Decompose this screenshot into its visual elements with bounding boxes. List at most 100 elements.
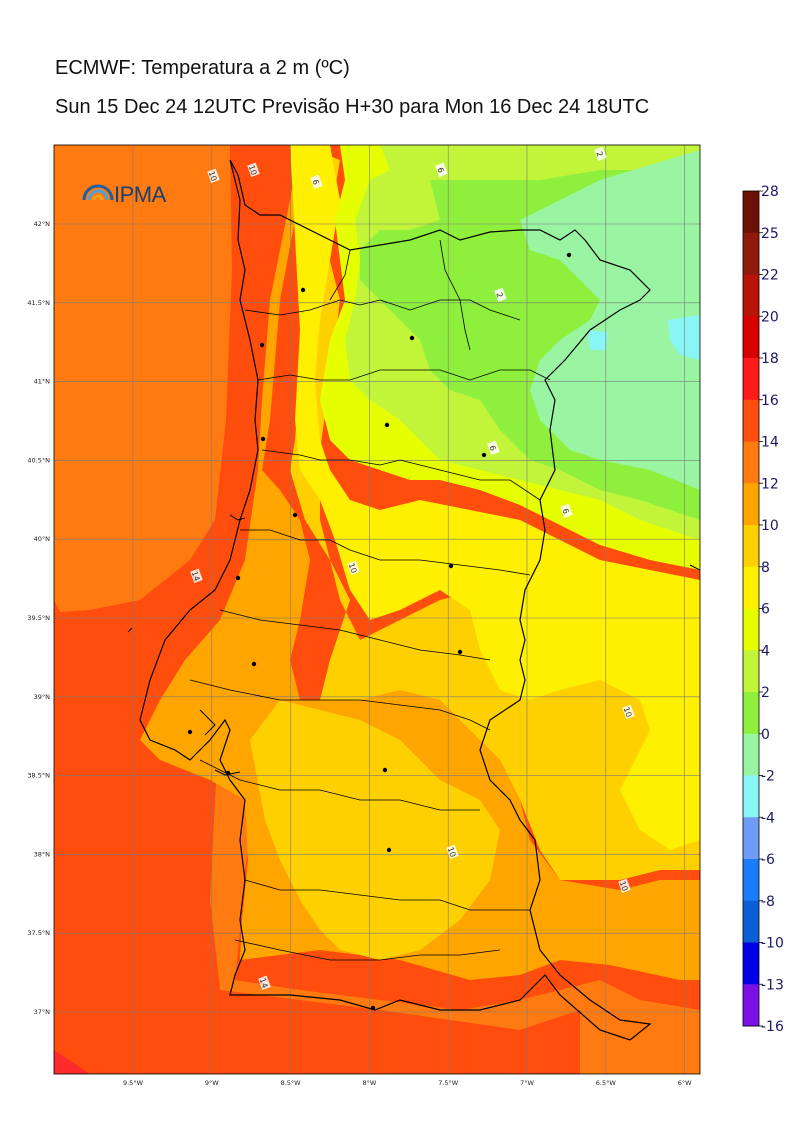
colorbar-segment [743,942,759,985]
city-marker [386,847,392,853]
contour-label-text: 2 [594,150,604,158]
contour-label-bg [258,975,271,991]
contour-label-bg [618,878,631,894]
city-marker [187,729,193,735]
colorbar-label: 22 [761,268,779,284]
city-marker [300,287,306,293]
city-marker [384,422,390,428]
district-borders [189,239,551,961]
longitude-label: 7°W [520,1079,534,1087]
colorbar-label: 6 [761,602,770,618]
contour-label-text: 6 [310,178,320,186]
colorbar-segment [743,274,759,317]
city-marker [370,1005,376,1011]
contour-label: 10 [207,168,220,184]
contour-label: 2 [594,146,607,162]
contour-label-text: 2 [494,291,504,299]
colorbar-segment [743,859,759,902]
city-marker [566,252,572,258]
contour-label-text: 6 [560,507,570,515]
contour-label-bg [487,440,500,456]
colorbar-segment [743,900,759,943]
city-marker [259,342,265,348]
contour-label-bg [446,844,459,860]
graticule [54,145,700,1074]
map-title: ECMWF: Temperatura a 2 m (ºC) [55,57,350,79]
contour-label: 6 [310,174,323,190]
contour-label: 14 [258,975,271,991]
longitude-label: 8.5°W [281,1079,302,1087]
inland-south-region [250,700,500,960]
latitude-label: 41°N [34,378,51,386]
city-marker [251,661,257,667]
colorbar-label: 28 [761,184,779,200]
contour-label: 10 [446,844,459,860]
map-subtitle: Sun 15 Dec 24 12UTC Previsão H+30 para M… [55,96,650,118]
colorbar-label: 10 [761,518,779,534]
contour-label-text: 10 [207,170,219,183]
contour-label: 6 [560,503,573,519]
logo-arc-inner-icon [87,189,109,201]
colorbar-segment [743,692,759,735]
contour-label-bg [347,560,360,576]
longitude-label: 8°W [362,1079,376,1087]
colorbar-segment [743,817,759,860]
longitude-labels: 9.5°W 9°W 8.5°W 8°W 7.5°W 7°W 6.5°W 6°W [123,1079,692,1087]
contour-label: 14 [190,568,203,584]
city-marker [292,512,298,518]
contour-label-text: 10 [247,164,259,177]
contour-label-text: 10 [347,562,359,575]
colorbar-label: -8 [761,894,775,910]
longitude-label: 9°W [205,1079,219,1087]
contour-label: 10 [247,162,260,178]
colorbar-label: 20 [761,309,779,325]
colorbar-segment [743,191,759,234]
logo-arc-icon [82,184,114,201]
colorbar-segment [743,232,759,275]
longitude-label: 6°W [678,1079,692,1087]
colorbar-label: 18 [761,351,779,367]
contour-label-text: 10 [446,846,458,859]
contour-label-text: 10 [618,880,630,893]
contour-label-bg [435,162,448,178]
warmest-ocean-corner [54,1050,90,1074]
coldest-region-2 [588,330,608,350]
colorbar-label: 16 [761,393,779,409]
city-marker [382,767,388,773]
colorbar-segment [743,984,759,1027]
colorbar-label: 0 [761,727,770,743]
contour-label: 10 [347,560,360,576]
latitude-label: 38°N [34,850,51,858]
colorbar-segment [743,483,759,526]
longitude-label: 6.5°W [596,1079,617,1087]
city-marker [409,335,415,341]
northeast-cold-region [520,150,700,490]
warm-interior-region [290,145,700,850]
colorbar-segment [743,733,759,776]
city-markers [187,252,572,1011]
colorbar-label: -10 [761,936,784,952]
colorbar-label: 4 [761,643,770,659]
longitude-label: 9.5°W [123,1079,144,1087]
contour-label-bg [594,146,607,162]
contour-label-text: 14 [258,977,270,990]
city-marker [448,563,454,569]
colorbar-label: 12 [761,476,779,492]
colorbar-segment [743,650,759,693]
colorbar-segment [743,525,759,568]
latitude-label: 38.5°N [27,772,50,780]
contour-label: 2 [494,287,507,303]
colorbar-segment [743,358,759,401]
contour-label-bg [494,287,507,303]
latitude-labels: 42°N 41.5°N 41°N 40.5°N 40°N 39.5°N 39°N 38.5°N… [27,220,50,1016]
latitude-label: 39.5°N [27,614,50,622]
contour-label: 6 [487,440,500,456]
logo-text: IPMA [114,182,167,207]
latitude-label: 42°N [34,220,51,228]
contour-label-bg [190,568,203,584]
colorbar-segment [743,441,759,484]
latitude-label: 39°N [34,693,51,701]
city-marker [225,770,231,776]
